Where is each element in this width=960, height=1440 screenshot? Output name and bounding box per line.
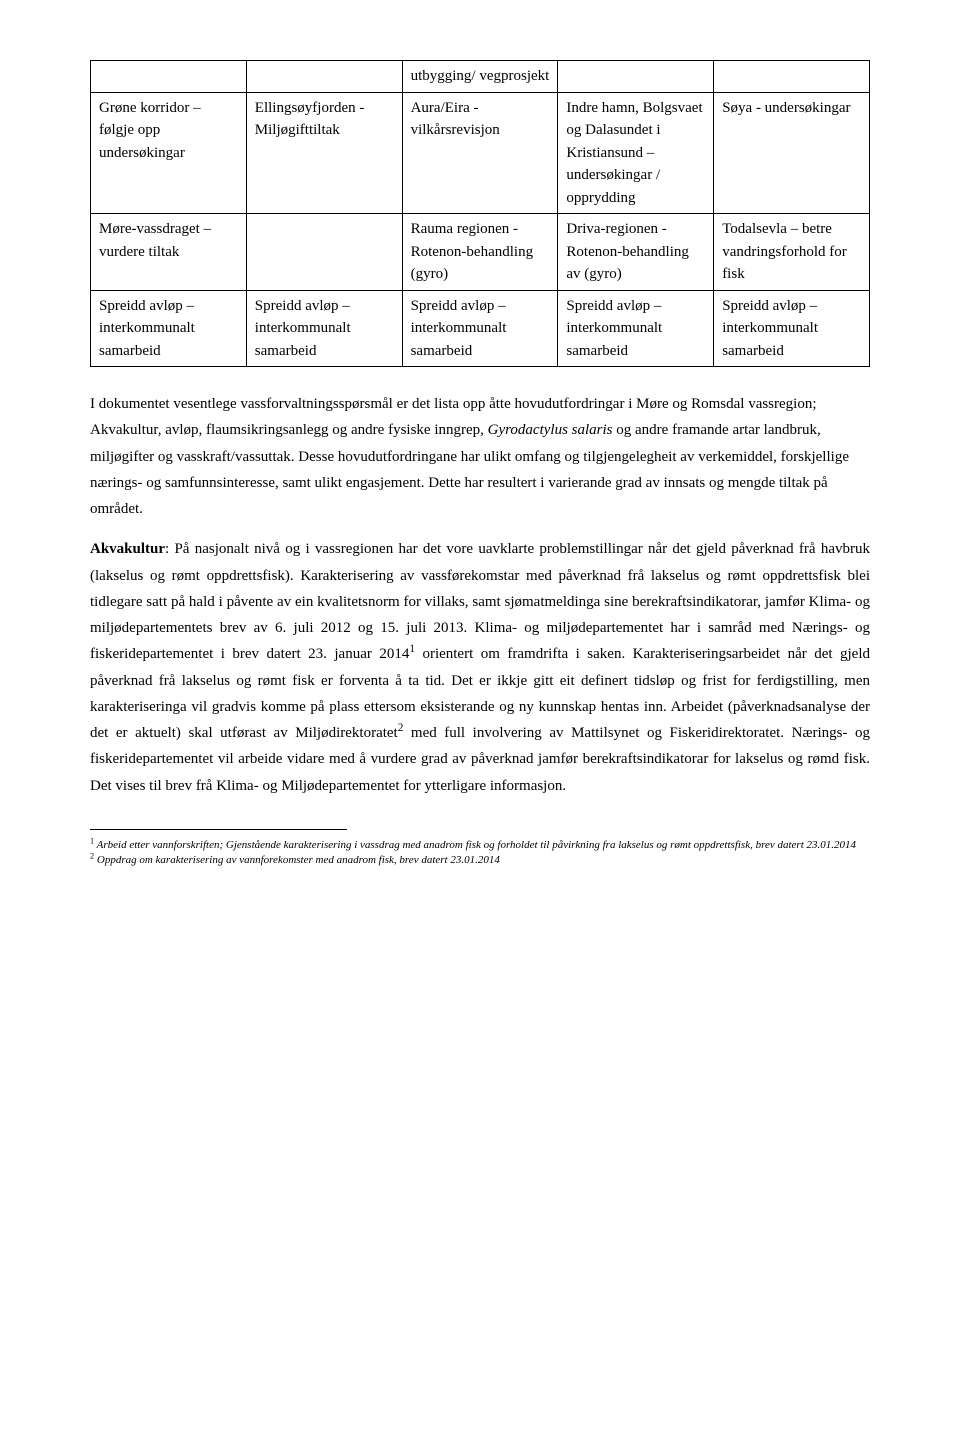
table-cell [714,61,870,93]
table-row: Spreidd avløp – interkommunalt samarbeid… [91,290,870,367]
table-cell: Søya - undersøkingar [714,92,870,214]
table-cell: Indre hamn, Bolgsvaet og Dalasundet i Kr… [558,92,714,214]
footnote-text-2: Oppdrag om karakterisering av vannforeko… [94,854,500,866]
table-cell [91,61,247,93]
table-cell: Aura/Eira - vilkårsrevisjon [402,92,558,214]
table-cell: Spreidd avløp – interkommunalt samarbeid [714,290,870,367]
paragraph-2: Akvakultur: På nasjonalt nivå og i vassr… [90,536,870,799]
para2-t1: : På nasjonalt nivå og i vassregionen ha… [90,541,870,662]
table-cell: Spreidd avløp – interkommunalt samarbeid [402,290,558,367]
table-cell: utbygging/ vegprosjekt [402,61,558,93]
table-row: Grøne korridor – følgje opp undersøkinga… [91,92,870,214]
table-cell [246,61,402,93]
table-cell: Spreidd avløp – interkommunalt samarbeid [246,290,402,367]
table-cell [246,214,402,291]
paragraph-1: I dokumentet vesentlege vassforvaltnings… [90,391,870,522]
table-cell: Rauma regionen -Rotenon-behandling (gyro… [402,214,558,291]
footnote-separator [90,829,347,830]
table-cell: Ellingsøyfjorden -Miljøgifttiltak [246,92,402,214]
table-cell: Grøne korridor – følgje opp undersøkinga… [91,92,247,214]
footnote-1: 1 Arbeid etter vannforskriften; Gjenståe… [90,838,870,853]
table-row: Møre-vassdraget – vurdere tiltak Rauma r… [91,214,870,291]
table-cell: Spreidd avløp – interkommunalt samarbeid [558,290,714,367]
table-cell: Møre-vassdraget – vurdere tiltak [91,214,247,291]
table-cell: Todalsevla – betre vandringsforhold for … [714,214,870,291]
footnote-2: 2 Oppdrag om karakterisering av vannfore… [90,853,870,868]
content-table: utbygging/ vegprosjekt Grøne korridor – … [90,60,870,367]
para1-italic: Gyrodactylus salaris [488,422,613,438]
table-cell: Driva-regionen - Rotenon-behandling av (… [558,214,714,291]
table-cell [558,61,714,93]
table-cell: Spreidd avløp – interkommunalt samarbeid [91,290,247,367]
para2-bold: Akvakultur [90,541,165,557]
table-row: utbygging/ vegprosjekt [91,61,870,93]
footnote-text-1: Arbeid etter vannforskriften; Gjenståend… [94,839,856,851]
